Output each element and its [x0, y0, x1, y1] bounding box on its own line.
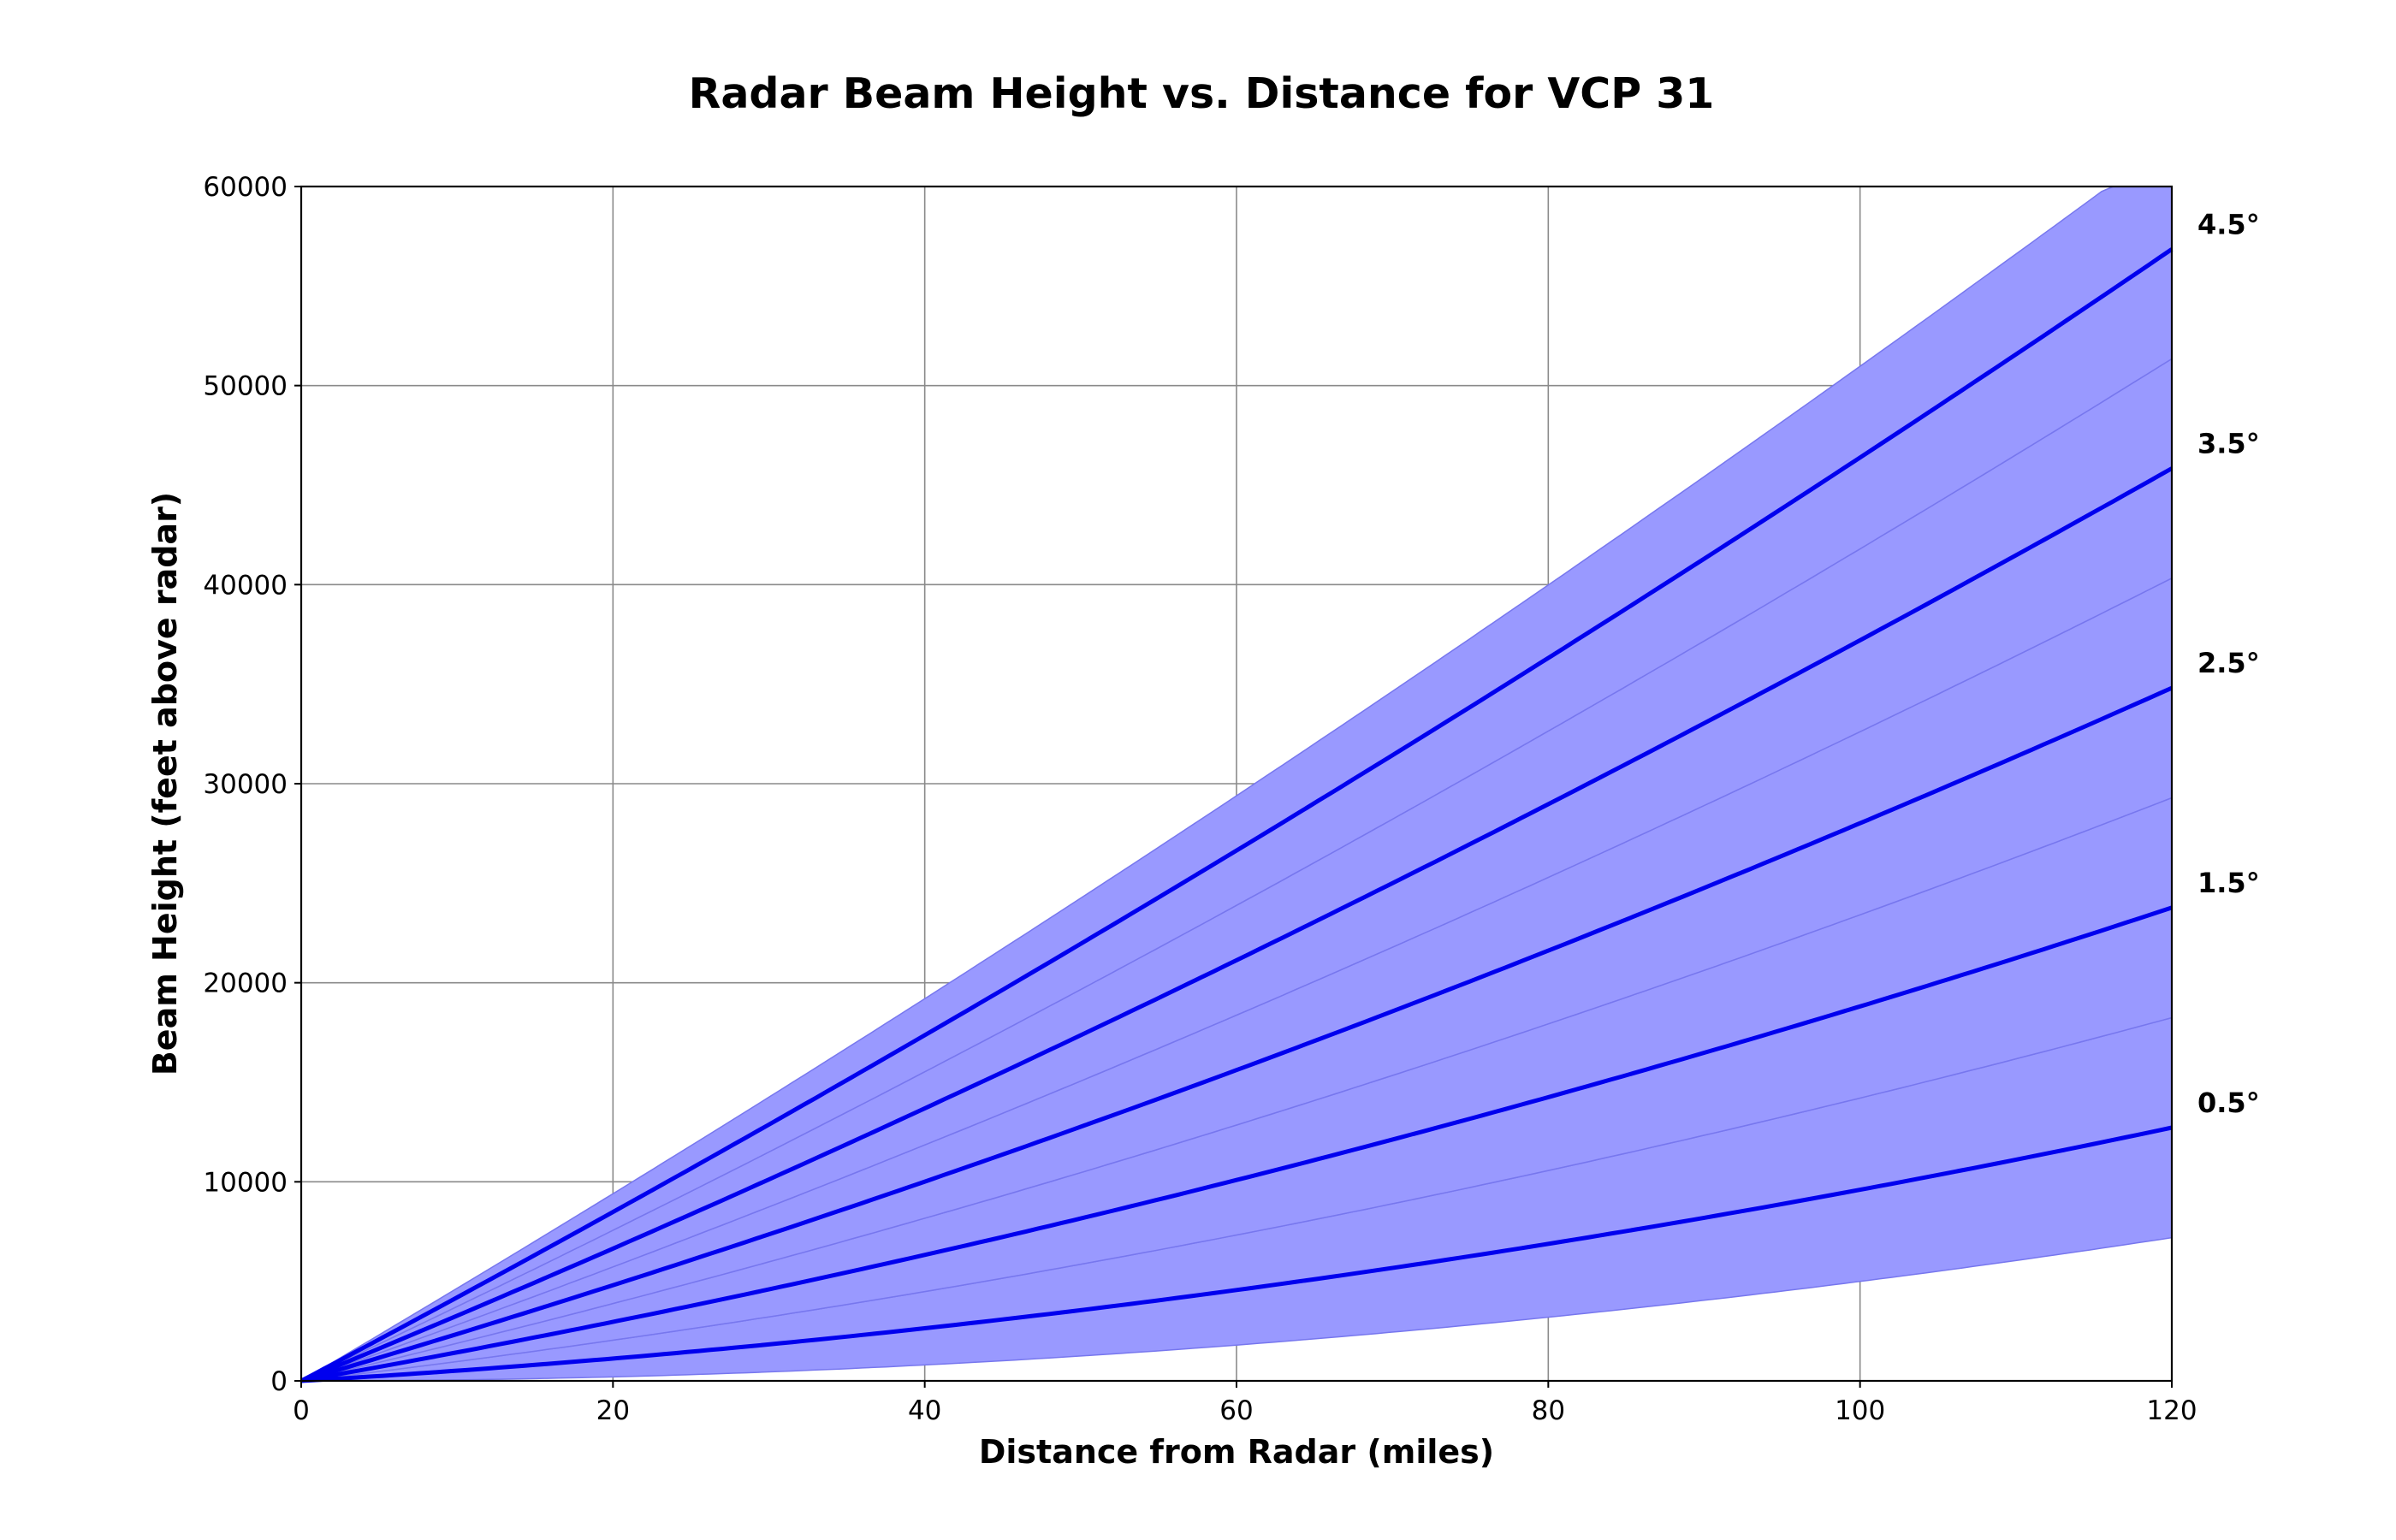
- beam-label: 2.5°: [2197, 647, 2260, 679]
- y-tick-label: 50000: [203, 371, 288, 402]
- beam-centerline: [300, 685, 2174, 1383]
- x-tick-label: 60: [1219, 1395, 1253, 1426]
- x-tick-label: 20: [596, 1395, 630, 1426]
- x-tick-label: 80: [1532, 1395, 1565, 1426]
- beam-centerline: [300, 1125, 2173, 1383]
- y-tick-label: 10000: [203, 1167, 288, 1198]
- beam-centerline: [300, 247, 2174, 1383]
- x-tick-label: 120: [2146, 1395, 2197, 1426]
- beam-label: 1.5°: [2197, 867, 2260, 899]
- x-tick-label: 40: [908, 1395, 941, 1426]
- beam-labels: 0.5° 1.5° 2.5° 3.5° 4.5°: [2197, 208, 2260, 1119]
- x-tick-label: 0: [293, 1395, 310, 1426]
- y-tick-label: 40000: [203, 570, 288, 601]
- beam-label: 4.5°: [2197, 208, 2260, 240]
- chart-title: Radar Beam Height vs. Distance for VCP 3…: [689, 69, 1715, 118]
- y-axis-label: Beam Height (feet above radar): [146, 492, 184, 1075]
- y-tick-label: 0: [270, 1366, 288, 1397]
- y-tick-label: 60000: [203, 172, 288, 203]
- beam-centerline: [300, 466, 2174, 1383]
- y-tick-label: 20000: [203, 968, 288, 999]
- beam-label: 0.5°: [2197, 1087, 2260, 1119]
- beam-centerlines: [300, 247, 2174, 1383]
- x-tick-label: 100: [1835, 1395, 1885, 1426]
- x-axis-label: Distance from Radar (miles): [979, 1433, 1494, 1471]
- beam-label: 3.5°: [2197, 428, 2260, 460]
- axis-ticks: 0 20 40 60 80 100 120 0 10000 20000 30000 40000 5000…: [203, 172, 2197, 1426]
- beam-centerline: [300, 905, 2173, 1383]
- y-tick-label: 30000: [203, 769, 288, 800]
